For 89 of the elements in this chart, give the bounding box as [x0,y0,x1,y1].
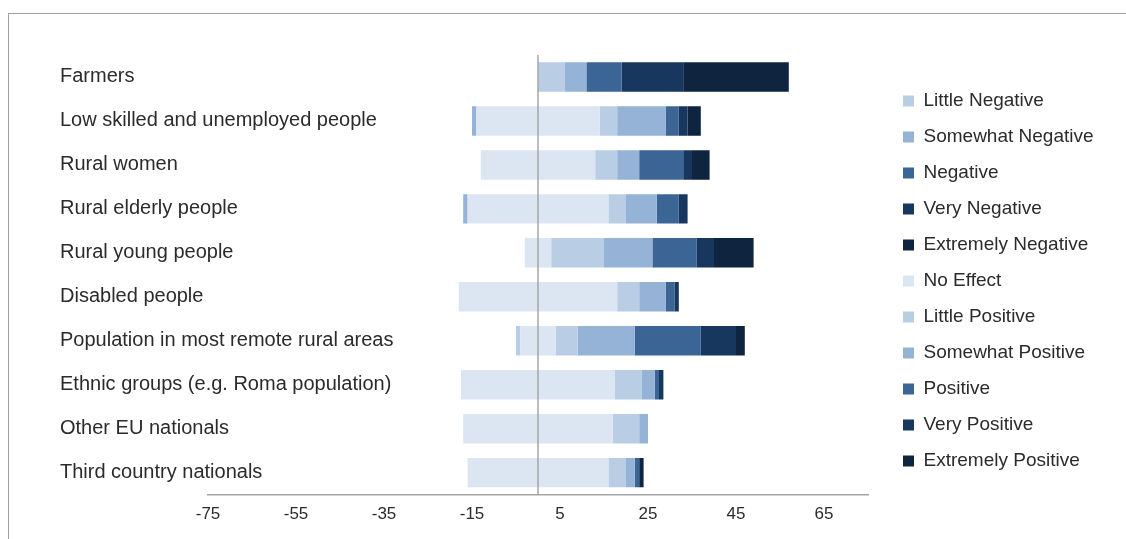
legend-label: Negative [923,161,999,183]
bar [674,282,679,312]
bar [555,326,578,356]
bar [615,369,642,400]
y-tick-label: Rural elderly people [60,196,238,219]
bar [551,238,604,268]
bar [656,194,679,224]
bar [639,457,644,488]
bar [538,238,552,268]
bar [634,326,701,356]
bar [678,194,688,224]
bar [665,106,679,136]
legend-label: Very Positive [923,413,1034,435]
bar [538,369,615,400]
bar [564,62,587,92]
bar [696,238,714,268]
bar [608,194,626,224]
bar [617,282,640,312]
bar [617,106,666,136]
bar [520,326,538,356]
y-tick-label: Third country nationals [60,460,263,483]
bar [678,106,688,136]
bar [639,413,648,444]
bar [467,457,538,488]
x-tick-label: -15 [459,504,485,524]
bar [683,62,789,92]
bar [538,62,565,92]
y-tick-label: Disabled people [60,284,204,307]
bar [458,282,538,312]
bar [617,150,640,180]
bar [538,457,609,488]
legend-label: Somewhat Negative [923,125,1094,147]
bar [687,106,701,136]
legend-label: Positive [923,377,991,399]
bar [736,326,745,356]
y-tick-label: Population in most remote rural areas [60,328,394,351]
bar [577,326,635,356]
y-tick-label: Other EU nationals [60,416,229,439]
x-tick-label: -35 [371,504,397,524]
bar [639,282,666,312]
legend-label: Extremely Positive [923,449,1080,471]
bar [476,106,538,136]
bar [608,457,626,488]
bar [538,106,600,136]
bar [665,282,675,312]
y-tick-label: Rural young people [60,240,234,263]
bar [480,150,538,180]
legend-label: Little Positive [923,305,1036,327]
y-tick-label: Ethnic groups (e.g. Roma population) [60,372,392,395]
x-tick-label: 25 [638,504,658,524]
bar [538,413,613,444]
bar [714,238,754,268]
bar [604,238,653,268]
legend-label: Extremely Negative [923,233,1089,255]
x-tick-label: 45 [726,504,746,524]
bar [652,238,697,268]
bar [538,326,556,356]
bar [599,106,618,136]
x-tick-label: -75 [195,504,221,524]
bar [467,194,538,224]
x-tick-label: -55 [283,504,309,524]
y-tick-label: Farmers [60,64,135,87]
bar [626,457,635,488]
bar [626,194,657,224]
bar [463,194,468,224]
bar [463,413,538,444]
bar [538,194,609,224]
bar [683,150,692,180]
legend-label: No Effect [923,269,1003,291]
bar [692,150,710,180]
bar [700,326,736,356]
bar [595,150,618,180]
bar [641,369,655,400]
bar [472,106,477,136]
legend-label: Somewhat Positive [923,341,1086,363]
legend-label: Little Negative [923,89,1044,111]
bar [461,369,538,400]
y-tick-label: Rural women [60,152,178,175]
legend-label: Very Negative [923,197,1042,219]
bar [586,62,622,92]
bar [621,62,684,92]
bar [538,282,618,312]
bar [612,413,640,444]
bar [538,150,596,180]
bar [639,150,684,180]
x-tick-label: 65 [814,504,834,524]
x-tick-label: 5 [555,504,565,524]
bar [524,238,538,268]
y-tick-label: Low skilled and unemployed people [60,108,377,131]
